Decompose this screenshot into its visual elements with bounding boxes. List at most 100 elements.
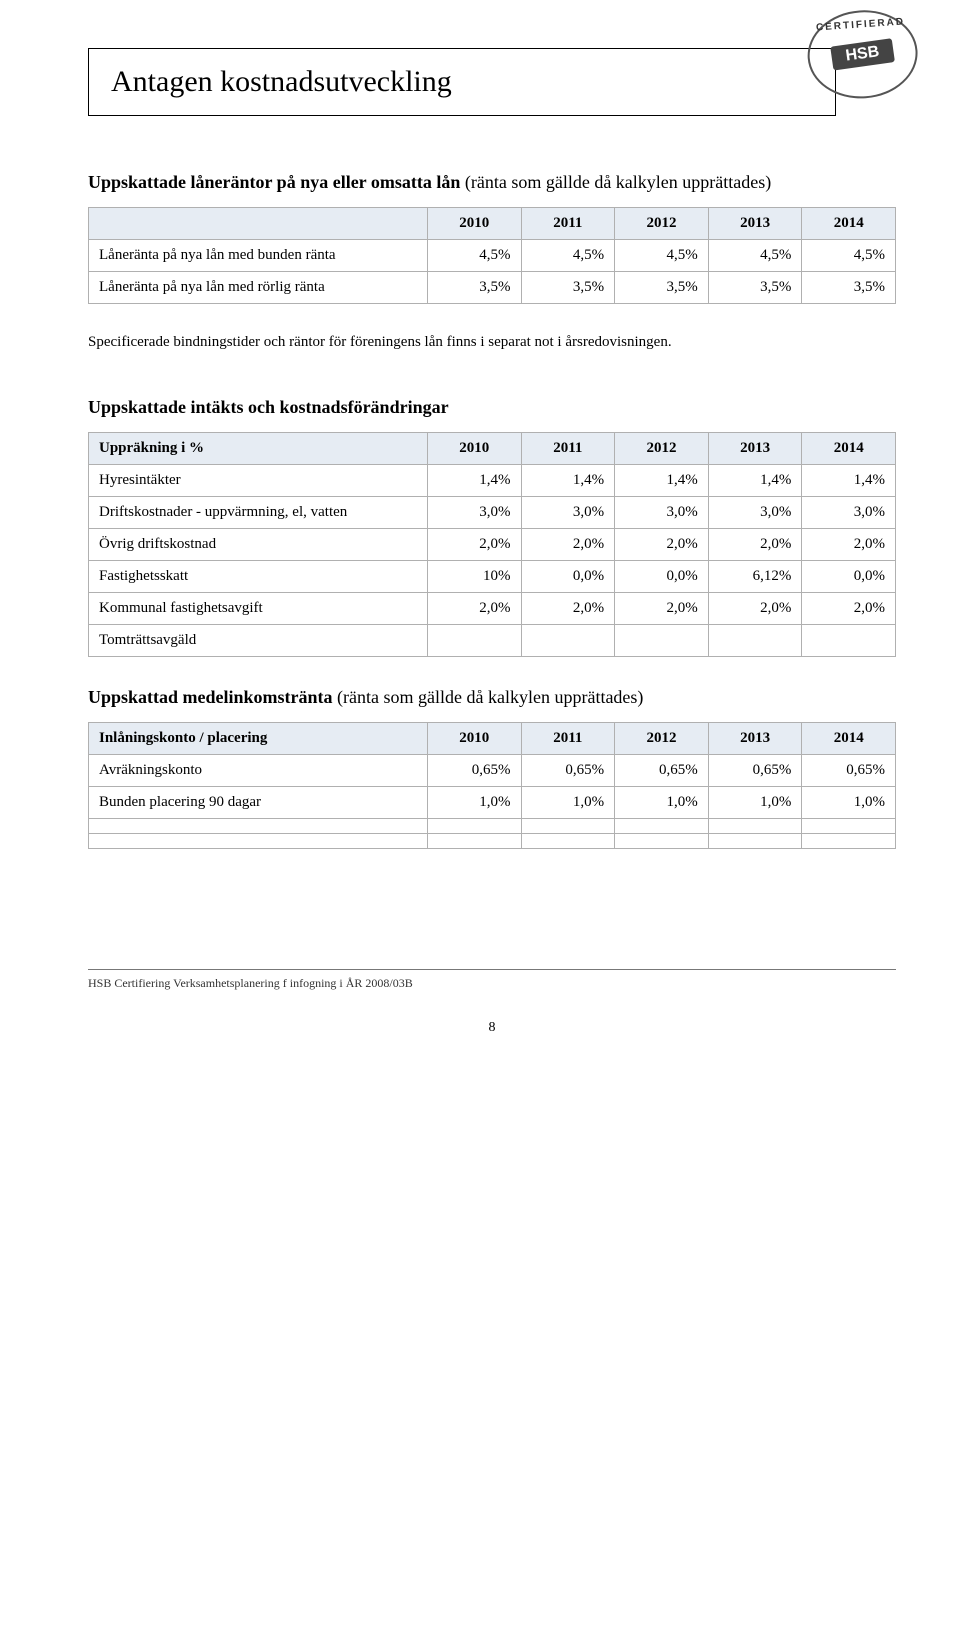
header-year: 2013 [708, 723, 802, 755]
cell [521, 819, 615, 834]
row-label: Driftskostnader - uppvärmning, el, vatte… [89, 497, 428, 529]
row-label: Tomträttsavgäld [89, 625, 428, 657]
cell [708, 819, 802, 834]
row-label: Hyresintäkter [89, 465, 428, 497]
cell [802, 819, 896, 834]
table-row: Bunden placering 90 dagar 1,0% 1,0% 1,0%… [89, 787, 896, 819]
cell: 4,5% [802, 240, 896, 272]
cell: 2,0% [427, 593, 521, 625]
cell [708, 625, 802, 657]
hsb-certified-stamp: CERTIFIERAD HSB [805, 6, 932, 114]
table-header-row: 2010 2011 2012 2013 2014 [89, 208, 896, 240]
document-page: CERTIFIERAD HSB Antagen kostnadsutveckli… [0, 0, 960, 1076]
header-label: Uppräkning i % [89, 433, 428, 465]
cell: 1,4% [427, 465, 521, 497]
cell [427, 834, 521, 849]
cell: 1,4% [708, 465, 802, 497]
cell: 3,5% [427, 272, 521, 304]
cell: 10% [427, 561, 521, 593]
cell: 3,5% [615, 272, 709, 304]
header-year: 2010 [427, 433, 521, 465]
header-year: 2011 [521, 208, 615, 240]
cell: 2,0% [802, 593, 896, 625]
table-row: Driftskostnader - uppvärmning, el, vatte… [89, 497, 896, 529]
footer-divider: HSB Certifiering Verksamhetsplanering f … [88, 969, 896, 992]
cell [802, 625, 896, 657]
page-title: Antagen kostnadsutveckling [111, 65, 813, 99]
row-label: Fastighetsskatt [89, 561, 428, 593]
cell [427, 625, 521, 657]
row-label: Låneränta på nya lån med bunden ränta [89, 240, 428, 272]
cell: 3,0% [427, 497, 521, 529]
cell: 0,65% [802, 755, 896, 787]
cell [521, 625, 615, 657]
section-loan-rates: Uppskattade låneräntor på nya eller omsa… [88, 172, 896, 353]
section-cost-changes: Uppskattade intäkts och kostnadsförändri… [88, 397, 896, 657]
header-year: 2014 [802, 433, 896, 465]
header-year: 2010 [427, 723, 521, 755]
header-year: 2012 [615, 723, 709, 755]
cell: 1,0% [521, 787, 615, 819]
row-label [89, 819, 428, 834]
header-year: 2014 [802, 208, 896, 240]
section1-note: Specificerade bindningstider och räntor … [88, 332, 896, 353]
cell: 3,0% [615, 497, 709, 529]
cell [427, 819, 521, 834]
section1-heading-text: Uppskattade låneräntor på nya eller omsa… [88, 172, 460, 192]
cell: 1,0% [427, 787, 521, 819]
cell: 3,5% [802, 272, 896, 304]
cell: 2,0% [615, 529, 709, 561]
cell: 4,5% [615, 240, 709, 272]
cell: 4,5% [521, 240, 615, 272]
cell [708, 834, 802, 849]
row-label: Övrig driftskostnad [89, 529, 428, 561]
cell: 4,5% [427, 240, 521, 272]
cell: 2,0% [802, 529, 896, 561]
row-label: Låneränta på nya lån med rörlig ränta [89, 272, 428, 304]
table-header-row: Uppräkning i % 2010 2011 2012 2013 2014 [89, 433, 896, 465]
cell: 3,5% [708, 272, 802, 304]
table-row [89, 819, 896, 834]
cell: 0,0% [521, 561, 615, 593]
page-number: 8 [88, 1020, 896, 1036]
row-label: Kommunal fastighetsavgift [89, 593, 428, 625]
cell: 2,0% [521, 529, 615, 561]
stamp-banner-text: HSB [830, 38, 895, 70]
cell: 3,0% [708, 497, 802, 529]
header-year: 2013 [708, 208, 802, 240]
footer-text: HSB Certifiering Verksamhetsplanering f … [88, 976, 413, 990]
table-deposit-rate: Inlåningskonto / placering 2010 2011 201… [88, 722, 896, 849]
cell: 1,4% [615, 465, 709, 497]
table-row: Fastighetsskatt 10% 0,0% 0,0% 6,12% 0,0% [89, 561, 896, 593]
cell: 2,0% [708, 529, 802, 561]
row-label: Bunden placering 90 dagar [89, 787, 428, 819]
cell: 0,65% [615, 755, 709, 787]
header-year: 2012 [615, 433, 709, 465]
table-row: Kommunal fastighetsavgift 2,0% 2,0% 2,0%… [89, 593, 896, 625]
cell: 1,0% [708, 787, 802, 819]
cell: 4,5% [708, 240, 802, 272]
cell: 2,0% [427, 529, 521, 561]
row-label: Avräkningskonto [89, 755, 428, 787]
cell: 3,0% [521, 497, 615, 529]
stamp-oval: CERTIFIERAD HSB [805, 7, 921, 102]
header-label: Inlåningskonto / placering [89, 723, 428, 755]
table-loan-rates: 2010 2011 2012 2013 2014 Låneränta på ny… [88, 207, 896, 304]
page-title-box: Antagen kostnadsutveckling [88, 48, 836, 116]
cell: 1,0% [802, 787, 896, 819]
section1-heading: Uppskattade låneräntor på nya eller omsa… [88, 172, 896, 193]
table-row: Avräkningskonto 0,65% 0,65% 0,65% 0,65% … [89, 755, 896, 787]
section2-heading: Uppskattade intäkts och kostnadsförändri… [88, 397, 896, 418]
cell: 1,0% [615, 787, 709, 819]
section3-heading-text: Uppskattad medelinkomstränta [88, 687, 333, 707]
header-year: 2011 [521, 723, 615, 755]
cell [615, 819, 709, 834]
cell: 2,0% [615, 593, 709, 625]
table-header-row: Inlåningskonto / placering 2010 2011 201… [89, 723, 896, 755]
table-row: Hyresintäkter 1,4% 1,4% 1,4% 1,4% 1,4% [89, 465, 896, 497]
header-empty [89, 208, 428, 240]
header-year: 2014 [802, 723, 896, 755]
table-row: Låneränta på nya lån med bunden ränta 4,… [89, 240, 896, 272]
table-row: Övrig driftskostnad 2,0% 2,0% 2,0% 2,0% … [89, 529, 896, 561]
header-year: 2012 [615, 208, 709, 240]
